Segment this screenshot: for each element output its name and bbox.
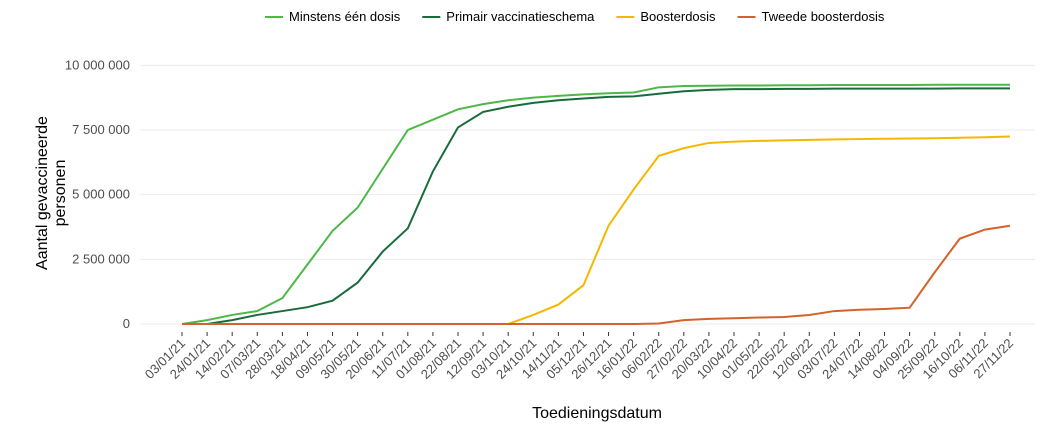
legend-label: Primair vaccinatieschema — [446, 9, 595, 24]
line — [182, 135, 1011, 325]
y-tick-label: 2 500 000 — [72, 251, 130, 266]
y-tick-label: 0 — [123, 316, 130, 331]
y-tick-label: 7 500 000 — [72, 122, 130, 137]
y-tick-label: 5 000 000 — [72, 187, 130, 202]
legend-label: Boosterdosis — [640, 9, 716, 24]
line — [182, 224, 1011, 325]
line — [182, 87, 1010, 325]
y-tick-label: 10 000 000 — [65, 57, 130, 72]
legend-label: Minstens één dosis — [289, 9, 401, 24]
legend-label: Tweede boosterdosis — [762, 9, 885, 24]
line — [181, 83, 1010, 325]
x-axis-title: Toedieningsdatum — [532, 405, 662, 422]
y-axis-title: Aantal gevaccineerde personen — [34, 116, 69, 270]
